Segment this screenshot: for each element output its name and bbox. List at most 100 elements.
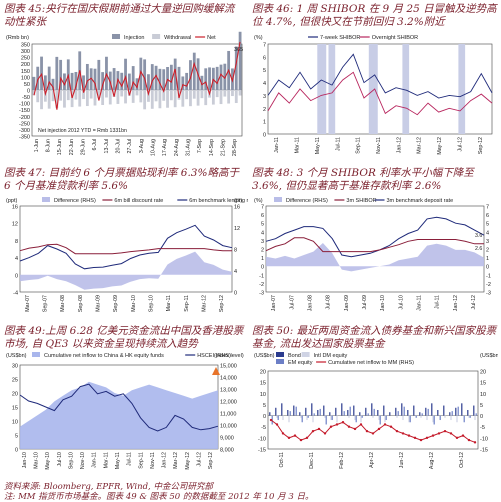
c50-bond-bar	[329, 412, 331, 416]
c45-withdrawal-bar	[169, 90, 173, 101]
c50-em-bar	[469, 415, 471, 418]
c45-withdrawal-bar	[78, 90, 82, 107]
c45-injection-bar	[166, 67, 169, 90]
c45-xtick-label: 14-Sep	[209, 139, 215, 156]
c45-ytd-note: Net injection 2012 YTD = Rmb 1331bn	[38, 128, 127, 134]
c50-em-bar	[403, 406, 405, 416]
c50-ytick-right-label: 5	[480, 403, 483, 409]
c45-xtick-label: 7-Sep	[197, 139, 203, 153]
c50-em-bar	[313, 413, 315, 416]
c46-ytick-label: 1	[263, 120, 266, 126]
c50-ytick-label: -15	[258, 448, 266, 454]
c47-ytick-label: 4	[15, 256, 18, 262]
c46-series-overnight	[267, 71, 493, 116]
c47-xtick-label: Sep-09	[113, 295, 119, 312]
c50-ytick-right-label: 0	[480, 414, 483, 420]
c46-xtick-label: Nov-11	[376, 137, 382, 154]
c45-injection-bar	[97, 59, 101, 90]
c50-bond-bar	[287, 410, 289, 416]
c45-xtick-label: 24-Aug	[174, 139, 180, 156]
c47-ytick-label: -4	[13, 291, 18, 297]
c46-xtick-label: Sep-12	[478, 137, 484, 154]
c50-bond-bar	[461, 403, 463, 416]
c47-xtick-label: Mar-09	[96, 295, 102, 312]
c50-em-bar	[433, 415, 435, 425]
c47-xtick-label: Sep-10	[149, 295, 155, 312]
c46-ytick-label: 7	[263, 43, 266, 49]
c45-injection-bar	[43, 75, 47, 90]
c45-ytick-label: 150	[21, 69, 30, 75]
c45-withdrawal-bar	[231, 90, 234, 97]
c50-mm-point	[407, 434, 411, 437]
c45-injection-bar	[147, 74, 150, 90]
c46-ytick-label: 6	[263, 55, 266, 61]
c45-withdrawal-bar	[219, 90, 223, 105]
c45-withdrawal-bar	[147, 90, 150, 102]
c45-injection-bar	[124, 58, 127, 90]
c45-withdrawal-bar	[135, 90, 139, 96]
c47-legend-label: 6m bill discount rate	[114, 198, 163, 204]
c49-xtick-label: Mar-10	[33, 452, 39, 469]
c47-difference-area	[20, 251, 232, 290]
c49-ytick-right-label: 11,000	[220, 412, 236, 418]
chart-48: (%) Difference (RHS) 3m SHIBOR 3m benchmark…	[252, 194, 498, 324]
c48-xtick-label: Jul-12	[471, 295, 477, 309]
c50-mm-point	[353, 427, 357, 431]
c50-em-bar	[397, 411, 399, 416]
c49-ytick-label: 20	[12, 392, 18, 398]
chart-45: (Rmb bn) Injection Withdrawal Net 350 300 250 2…	[4, 30, 248, 166]
c49-xtick-label: Jan-11	[92, 452, 98, 468]
c50-mm-point	[347, 425, 351, 428]
c45-injection-bar	[131, 66, 135, 90]
c45-withdrawal-bar	[189, 90, 192, 107]
c50-bond-bar	[311, 403, 313, 416]
c45-ytick-label: -50	[22, 95, 30, 101]
c47-xtick-label: Sep-08	[78, 295, 84, 312]
c48-ytick-label: -1	[259, 273, 264, 279]
c47-plot-frame	[19, 205, 233, 293]
c48-xtick-label: Jan-08	[307, 295, 313, 311]
c50-em-bar	[421, 413, 423, 416]
c45-injection-bar	[135, 78, 139, 90]
c48-xtick-label: Jan-11	[416, 295, 422, 311]
c45-legend-label: Net	[207, 35, 216, 41]
c50-bond-bar	[431, 403, 433, 416]
c49-ylabel-right: (index level)	[214, 353, 244, 359]
c46-xtick-label: Jul-12	[457, 137, 463, 151]
c45-ytick-label: 300	[21, 49, 30, 55]
c49-ylabel-left: (US$bn)	[6, 353, 27, 359]
chart-47-svg: (ppt) (pt) Difference (RHS) 6m bill discoun…	[6, 197, 248, 312]
c50-mm-point	[401, 432, 405, 435]
c48-ytick-label: 4	[261, 230, 264, 236]
c50-dm-bar	[324, 415, 326, 418]
c45-injection-bar	[169, 64, 173, 90]
c50-dm-bar	[288, 415, 290, 423]
c45-withdrawal-bar	[211, 90, 215, 105]
c45-withdrawal-bar	[162, 90, 166, 101]
c50-em-bar	[475, 413, 477, 416]
source-line-1: 资料来源: Bloomberg, EPFR, Wind, 中金公司研究部	[4, 482, 213, 492]
c50-bond-bar	[443, 405, 445, 416]
c48-xtick-label: Jul-08	[326, 295, 332, 309]
c45-xtick-label: 20-Jul	[116, 139, 122, 153]
c48-plot-frame	[265, 205, 485, 293]
c48-xtick-label: Jul-10	[398, 295, 404, 309]
c50-dm-bar	[282, 415, 284, 421]
c45-withdrawal-bar	[120, 90, 124, 97]
c46-xtick-label: May-11	[315, 137, 321, 154]
c50-em-bar	[331, 415, 333, 421]
c50-mm-point	[335, 423, 339, 426]
c47-legend-swatch	[42, 197, 50, 202]
c45-injection-bar	[162, 69, 166, 90]
c50-xtick-label: Oct-12	[459, 452, 465, 468]
c45-ytick-label: 200	[21, 62, 30, 68]
c45-injection-bar	[36, 66, 40, 90]
c45-xtick-label: 29-Jun	[81, 139, 87, 155]
c47-xtick-label: Sep-07	[43, 295, 49, 312]
c45-injection-bar	[47, 66, 51, 90]
c49-legend-label: HSCEI (RHS)	[197, 353, 231, 359]
c50-ytick-label: 5	[263, 403, 266, 409]
c45-withdrawal-bar	[101, 90, 105, 105]
c49-ytick-right-label: 8,000	[220, 448, 234, 454]
